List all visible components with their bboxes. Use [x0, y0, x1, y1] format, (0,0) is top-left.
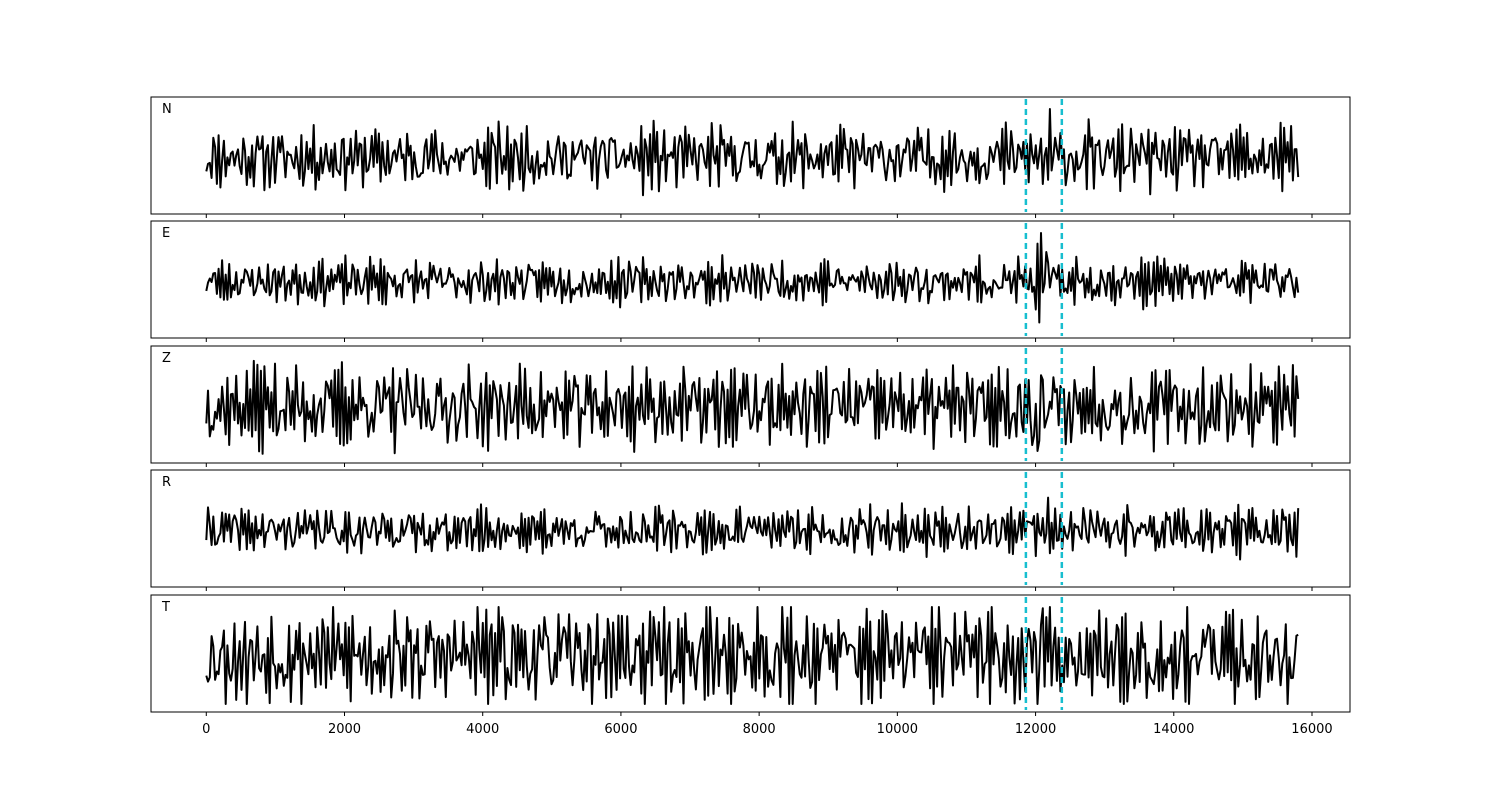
x-tick-label: 10000 — [877, 722, 918, 737]
panel-frame — [150, 345, 1351, 464]
panel-frame — [150, 469, 1351, 588]
panel-label: E — [162, 226, 170, 241]
panel-n: N — [150, 96, 1351, 218]
x-tick-label: 8000 — [743, 722, 776, 737]
panel-label: Z — [162, 351, 171, 366]
x-tick-label: 16000 — [1291, 722, 1332, 737]
panel-t: T — [150, 594, 1351, 716]
waveform-trace — [205, 496, 1300, 561]
x-tick-label: 6000 — [604, 722, 637, 737]
waveform-trace — [205, 359, 1300, 455]
panel-frame — [150, 96, 1351, 215]
panel-label: T — [161, 600, 170, 615]
panel-label: N — [162, 102, 172, 117]
waveform-trace — [205, 108, 1300, 197]
waveform-trace — [205, 232, 1300, 324]
panel-frame — [150, 220, 1351, 339]
x-tick-label: 0 — [202, 722, 210, 737]
waveform-trace — [205, 606, 1299, 705]
x-tick-label: 2000 — [328, 722, 361, 737]
x-tick-label: 12000 — [1015, 722, 1056, 737]
x-axis: 0 2000 4000 6000 8000 10000 12000 14000 16000 — [202, 722, 1333, 737]
x-tick-label: 14000 — [1153, 722, 1194, 737]
panel-frame — [150, 594, 1351, 713]
panel-e: E — [150, 220, 1351, 342]
x-tick-label: 4000 — [466, 722, 499, 737]
panel-r: R — [150, 469, 1351, 591]
trace-panels: N E Z R T — [150, 96, 1351, 716]
panel-z: Z — [150, 345, 1351, 467]
panel-label: R — [162, 475, 171, 490]
